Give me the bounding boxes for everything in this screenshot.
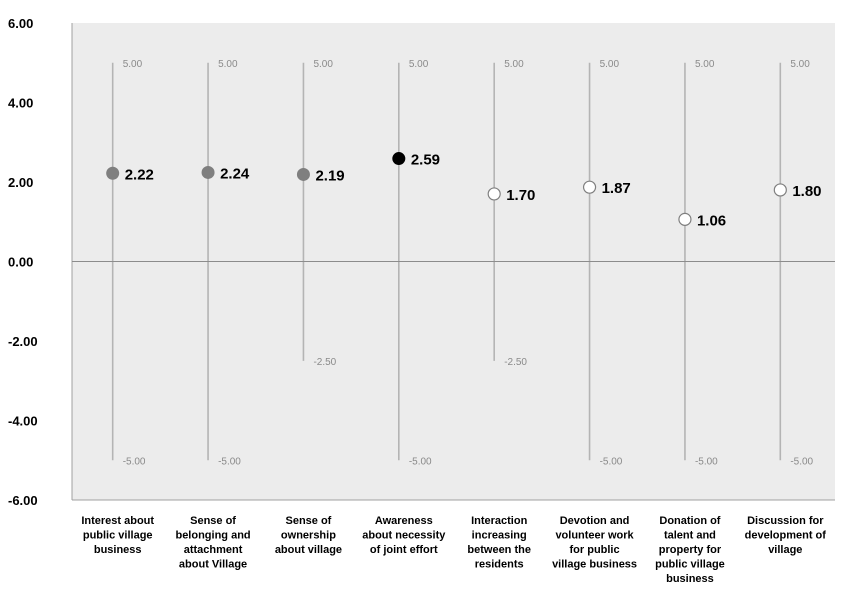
y-axis-ticks: 6.00 4.00 2.00 0.00 -2.00 -4.00 -6.00 xyxy=(8,16,38,508)
data-point xyxy=(487,187,501,201)
y-tick-label: 2.00 xyxy=(8,175,33,190)
range-min-label: -5.00 xyxy=(123,456,146,467)
range-min-label: -5.00 xyxy=(695,456,718,467)
range-max-label: 5.00 xyxy=(409,59,429,70)
category-label: Discussion for development of village xyxy=(745,515,827,556)
y-tick-label: 6.00 xyxy=(8,16,33,31)
data-point xyxy=(296,167,310,181)
data-point xyxy=(106,166,120,180)
range-min-label: -5.00 xyxy=(790,456,813,467)
value-label: 1.70 xyxy=(506,187,535,204)
y-tick-label: -2.00 xyxy=(8,334,38,349)
value-label: 2.59 xyxy=(411,152,440,169)
category-label: Interaction increasing between the resident… xyxy=(467,515,531,571)
data-point xyxy=(773,183,787,197)
range-min-label: -2.50 xyxy=(313,357,336,368)
data-point xyxy=(392,152,406,166)
range-max-label: 5.00 xyxy=(123,59,143,70)
value-label: 2.22 xyxy=(125,166,154,183)
category-label: Donation of talent and property for public … xyxy=(655,515,725,585)
value-label: 2.24 xyxy=(220,165,250,182)
range-max-label: 5.00 xyxy=(313,59,333,70)
range-min-label: -5.00 xyxy=(218,456,241,467)
data-point xyxy=(678,212,692,226)
category-label: Sense of belonging and attachment about Vil… xyxy=(175,515,250,571)
range-max-label: 5.00 xyxy=(504,59,524,70)
range-max-label: 5.00 xyxy=(695,59,715,70)
value-label: 2.19 xyxy=(315,167,344,184)
markers xyxy=(106,152,787,226)
value-label: 1.87 xyxy=(602,180,631,197)
axes xyxy=(71,23,835,501)
range-max-label: 5.00 xyxy=(218,59,238,70)
data-point xyxy=(582,180,597,194)
category-label: Sense of ownership about village xyxy=(275,515,342,556)
range-min-label: -2.50 xyxy=(504,357,527,368)
y-tick-label: 0.00 xyxy=(8,255,33,270)
y-tick-label: -4.00 xyxy=(8,414,38,429)
category-label: Awareness about necessity of joint effort xyxy=(362,515,446,556)
category-label: Interest about public village business xyxy=(81,515,154,556)
category-label: Devotion and volunteer work for public vill… xyxy=(552,515,637,571)
y-tick-label: -6.00 xyxy=(8,493,38,508)
y-tick-label: 4.00 xyxy=(8,96,33,111)
labels: 5.00 -5.00 2.22 5.00 -5.00 2.24 5.00 -2.50 2.19 5… xyxy=(123,59,822,468)
value-label: 1.06 xyxy=(697,212,726,229)
range-max-label: 5.00 xyxy=(790,59,810,70)
data-point xyxy=(201,165,215,179)
value-label: 1.80 xyxy=(792,183,821,200)
range-min-label: -5.00 xyxy=(600,456,623,467)
range-min-label: -5.00 xyxy=(409,456,432,467)
range-max-label: 5.00 xyxy=(600,59,620,70)
category-labels: Interest about public village business Sens… xyxy=(81,515,826,585)
